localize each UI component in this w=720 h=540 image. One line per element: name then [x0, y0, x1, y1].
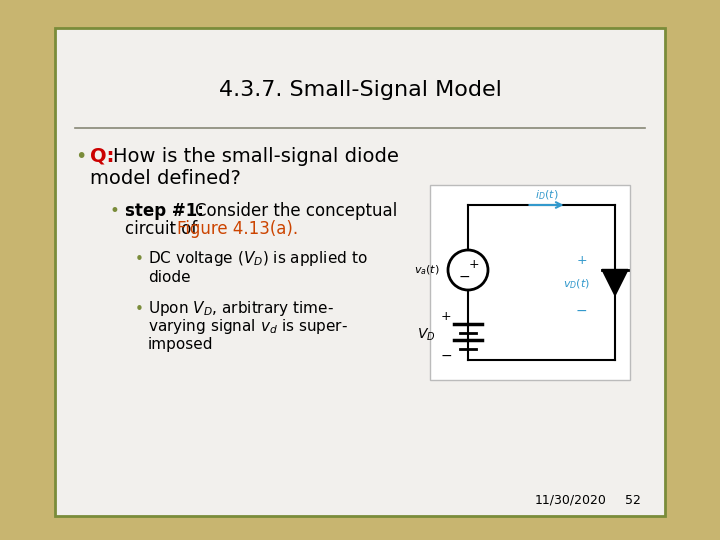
Text: −: − — [576, 303, 588, 318]
Text: $i_D(t)$: $i_D(t)$ — [535, 188, 558, 202]
Text: $v_a(t)$: $v_a(t)$ — [414, 263, 440, 277]
Text: •: • — [135, 301, 144, 316]
Text: imposed: imposed — [148, 338, 214, 353]
Text: 4.3.7. Small-Signal Model: 4.3.7. Small-Signal Model — [219, 80, 501, 100]
Text: diode: diode — [148, 269, 191, 285]
Text: −: − — [458, 270, 470, 284]
Text: Q:: Q: — [90, 146, 114, 165]
Text: 11/30/2020: 11/30/2020 — [535, 494, 607, 507]
Text: varying signal $v_d$ is super-: varying signal $v_d$ is super- — [148, 318, 348, 336]
Text: $V_D$: $V_D$ — [418, 327, 436, 343]
Text: How is the small-signal diode: How is the small-signal diode — [113, 146, 399, 165]
Text: $v_D(t)$: $v_D(t)$ — [563, 278, 590, 291]
Text: model defined?: model defined? — [90, 168, 241, 187]
Circle shape — [448, 250, 488, 290]
Text: +: + — [576, 254, 587, 267]
FancyBboxPatch shape — [430, 185, 630, 380]
Text: Figure 4.13(a).: Figure 4.13(a). — [177, 220, 298, 238]
Polygon shape — [602, 269, 628, 295]
Text: circuit of: circuit of — [125, 220, 202, 238]
Text: •: • — [110, 202, 120, 220]
Text: •: • — [135, 252, 144, 267]
Text: step #1:: step #1: — [125, 202, 204, 220]
Text: +: + — [469, 259, 480, 272]
Text: −: − — [440, 349, 452, 363]
Text: Upon $V_D$, arbitrary time-: Upon $V_D$, arbitrary time- — [148, 300, 334, 319]
Text: Consider the conceptual: Consider the conceptual — [195, 202, 397, 220]
Text: DC voltage ($V_D$) is applied to: DC voltage ($V_D$) is applied to — [148, 249, 367, 268]
Text: 52: 52 — [625, 494, 641, 507]
Text: +: + — [441, 309, 451, 322]
FancyBboxPatch shape — [55, 28, 665, 516]
Text: •: • — [75, 146, 86, 165]
